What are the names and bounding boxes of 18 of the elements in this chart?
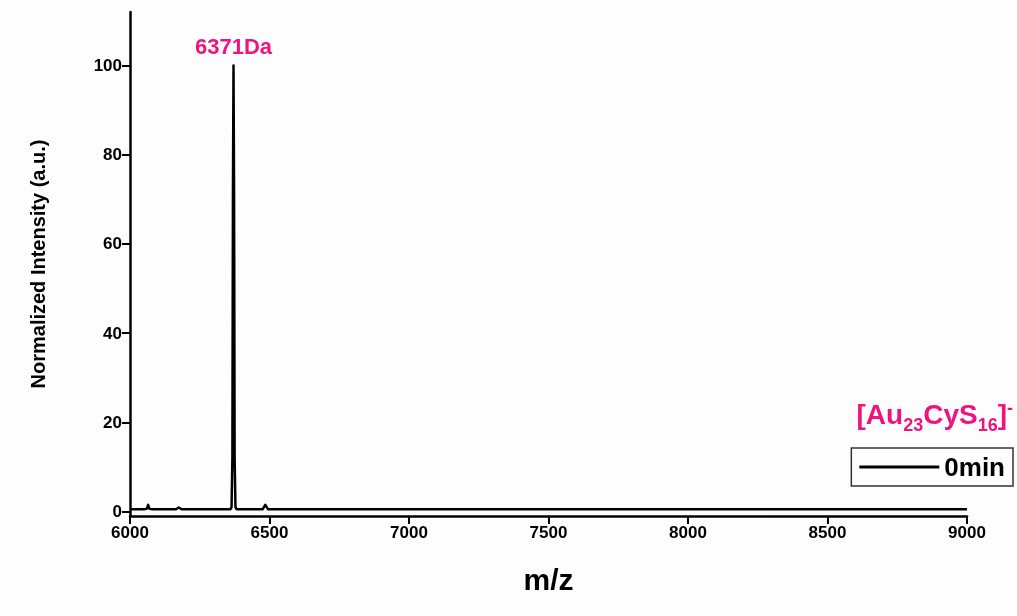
legend-label: 0min bbox=[944, 452, 1005, 482]
y-tick-label: 60 bbox=[103, 234, 122, 254]
legend-title: [Au$_{23}$CyS$_{16}$]$^{-}$ bbox=[856, 398, 1013, 436]
x-tick-label: 8500 bbox=[808, 523, 847, 542]
x-tick-label: 7000 bbox=[390, 523, 428, 542]
y-tick-label: 0 bbox=[112, 502, 122, 522]
y-tick-label: 40 bbox=[103, 323, 122, 343]
x-tick-label: 6500 bbox=[250, 523, 289, 542]
y-tick-label: 100 bbox=[93, 56, 122, 76]
y-tick-label: 80 bbox=[103, 145, 122, 165]
y-axis-title: Normalized Intensity (a.u.) bbox=[27, 139, 49, 389]
x-tick-label: 9000 bbox=[948, 523, 986, 542]
y-tick-label: 20 bbox=[103, 412, 122, 432]
annotation: 6371Da bbox=[194, 34, 273, 60]
x-tick-label: 6000 bbox=[111, 523, 149, 542]
x-axis-title: m/z bbox=[523, 562, 574, 596]
x-tick-label: 8000 bbox=[669, 523, 707, 542]
x-tick-label: 7500 bbox=[529, 523, 568, 542]
